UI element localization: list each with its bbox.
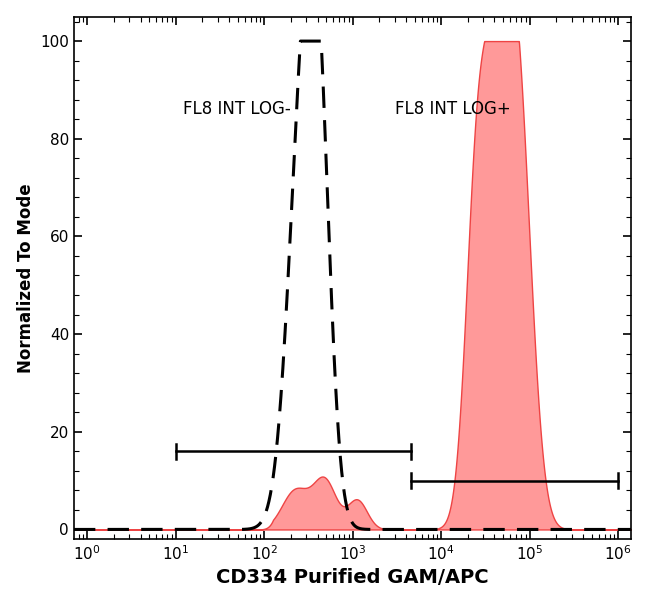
X-axis label: CD334 Purified GAM/APC: CD334 Purified GAM/APC (216, 568, 489, 587)
Text: FL8 INT LOG-: FL8 INT LOG- (183, 100, 291, 118)
Text: FL8 INT LOG+: FL8 INT LOG+ (395, 100, 511, 118)
Y-axis label: Normalized To Mode: Normalized To Mode (17, 183, 34, 373)
